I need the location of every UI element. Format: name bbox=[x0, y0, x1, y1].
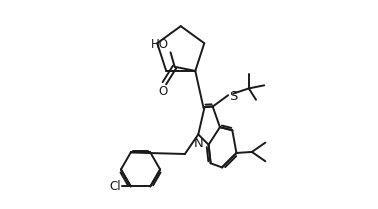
Text: HO: HO bbox=[150, 38, 169, 51]
Text: N: N bbox=[194, 138, 203, 150]
Text: S: S bbox=[229, 90, 238, 103]
Text: O: O bbox=[159, 85, 168, 98]
Text: Cl: Cl bbox=[110, 180, 121, 193]
